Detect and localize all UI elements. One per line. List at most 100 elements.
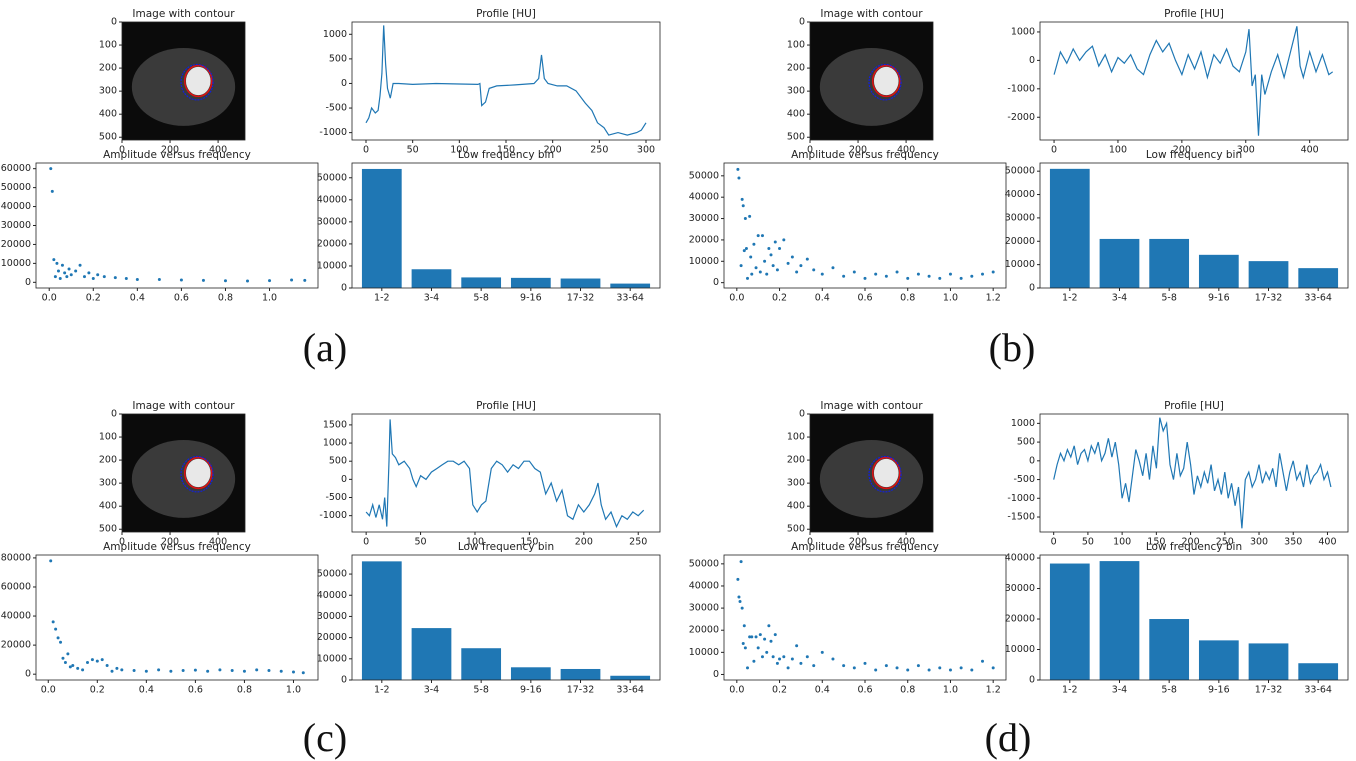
y-tick-label: 80000 — [1, 552, 31, 563]
scatter-point — [52, 620, 55, 623]
ct-body — [820, 440, 923, 518]
y-tick-label: 40000 — [317, 590, 347, 601]
scatter-point — [757, 234, 760, 237]
y-tick-label: 1000 — [323, 438, 347, 449]
y-tick-label: 0 — [341, 283, 347, 294]
subplot-title: Low frequency bin — [1146, 541, 1242, 553]
y-tick-label: 100 — [787, 432, 805, 443]
scatter-point — [767, 624, 770, 627]
scatter-point — [928, 275, 931, 278]
x-tick-label: 17-32 — [1255, 293, 1283, 304]
scatter-point — [115, 667, 118, 670]
x-tick-label: 0.6 — [857, 685, 872, 696]
scatter-point — [267, 669, 270, 672]
y-tick-label: 500 — [99, 524, 117, 535]
scatter-point — [303, 279, 306, 282]
y-tick-label: -2000 — [1007, 112, 1035, 123]
scatter-point — [763, 638, 766, 641]
scatter-point — [111, 670, 114, 673]
profile-line — [366, 25, 646, 135]
scatter-point — [96, 273, 99, 276]
subplot-title: Image with contour — [132, 8, 235, 20]
x-tick-label: 33-64 — [1304, 293, 1332, 304]
x-tick-label: 250 — [629, 537, 647, 548]
y-tick-label: 300 — [787, 478, 805, 489]
scatter-point — [772, 655, 775, 658]
bar — [1149, 619, 1189, 680]
scatter-point — [938, 666, 941, 669]
x-tick-label: 200 — [575, 537, 593, 548]
scatter-point — [70, 273, 73, 276]
scatter-point — [749, 256, 752, 259]
y-tick-label: 30000 — [1005, 212, 1035, 223]
x-tick-label: 3-4 — [424, 293, 440, 304]
panel-label: (d) — [985, 715, 1032, 760]
x-tick-label: 300 — [1250, 537, 1268, 548]
x-tick-label: 1.2 — [986, 685, 1001, 696]
x-tick-label: 0.0 — [729, 685, 744, 696]
y-tick-label: 50000 — [689, 558, 719, 569]
y-tick-label: 0 — [713, 277, 719, 288]
subplot-title: Low frequency bin — [458, 149, 554, 161]
bar — [610, 284, 650, 288]
y-tick-label: 200 — [99, 63, 117, 74]
ct-organ — [186, 67, 211, 95]
scatter-point — [136, 278, 139, 281]
y-tick-label: 200 — [99, 455, 117, 466]
scatter-point — [59, 641, 62, 644]
ct-organ — [186, 459, 211, 487]
subplot-title: Low frequency bin — [458, 541, 554, 553]
y-tick-label: 400 — [787, 501, 805, 512]
scatter-point — [302, 671, 305, 674]
scatter-point — [745, 247, 748, 250]
scatter-point — [76, 667, 79, 670]
x-tick-label: 100 — [1113, 537, 1131, 548]
scatter-point — [992, 270, 995, 273]
scatter-point — [885, 664, 888, 667]
y-tick-label: 30000 — [317, 611, 347, 622]
x-tick-label: 1.0 — [262, 293, 277, 304]
y-tick-label: 40000 — [1, 201, 31, 212]
subplot: Profile [HU]-1500-1000-50005001000050100… — [1007, 400, 1348, 548]
scatter-point — [157, 668, 160, 671]
scatter-point — [960, 277, 963, 280]
y-tick-label: -500 — [1013, 474, 1035, 485]
axes-frame — [36, 163, 318, 288]
scatter-point — [736, 578, 739, 581]
panel-label: (c) — [303, 715, 347, 760]
scatter-point — [812, 664, 815, 667]
scatter-point — [842, 275, 845, 278]
y-tick-label: 10000 — [317, 260, 347, 271]
x-tick-label: 0 — [363, 145, 369, 156]
x-tick-label: 0.8 — [900, 293, 915, 304]
ct-body — [820, 48, 923, 126]
axes-frame — [724, 555, 1006, 680]
y-tick-label: 60000 — [1, 163, 31, 174]
subplot-title: Amplitude versus frequency — [791, 541, 939, 553]
x-tick-label: 0.2 — [772, 293, 787, 304]
y-tick-label: 300 — [99, 86, 117, 97]
scatter-point — [87, 271, 90, 274]
scatter-point — [970, 275, 973, 278]
ct-organ — [874, 459, 899, 487]
scatter-point — [57, 636, 60, 639]
scatter-point — [742, 204, 745, 207]
scatter-point — [759, 270, 762, 273]
x-tick-label: 33-64 — [616, 293, 644, 304]
y-tick-label: 20000 — [317, 238, 347, 249]
y-tick-label: 50000 — [1, 182, 31, 193]
y-tick-label: 300 — [787, 86, 805, 97]
x-tick-label: 50 — [415, 537, 427, 548]
bar — [1298, 268, 1338, 288]
x-tick-label: 0.6 — [188, 685, 203, 696]
subplot-title: Image with contour — [820, 400, 923, 412]
y-tick-label: 30000 — [1005, 583, 1035, 594]
x-tick-label: 17-32 — [1255, 685, 1283, 696]
axes-frame — [36, 555, 318, 680]
scatter-point — [799, 662, 802, 665]
scatter-point — [96, 660, 99, 663]
scatter-point — [103, 275, 106, 278]
x-tick-label: 400 — [1301, 145, 1319, 156]
x-tick-label: 0.8 — [237, 685, 252, 696]
y-tick-label: 20000 — [689, 625, 719, 636]
